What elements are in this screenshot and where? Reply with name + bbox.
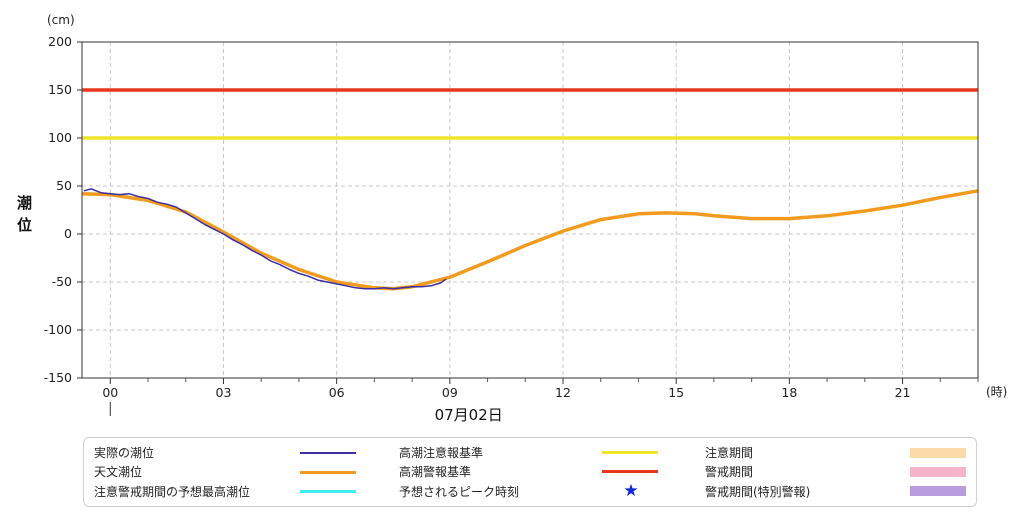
date-label: 07月02日 [435, 406, 503, 424]
legend-swatch-warning-period [910, 467, 966, 477]
legend-label-warning-period: 警戒期間 [705, 465, 754, 479]
legend-swatch-astronomical [300, 471, 356, 474]
y-tick-label: 0 [64, 226, 72, 241]
legend-swatch-special-warning-period [910, 486, 966, 496]
y-tick-label: -100 [44, 322, 72, 337]
x-tick-label: 03 [216, 385, 232, 400]
legend-swatch-forecast-max [300, 490, 356, 493]
legend-label-warning-threshold: 高潮警報基準 [399, 465, 472, 479]
y-tick-label: 200 [48, 34, 72, 49]
y-ticks: 200 150 100 50 0 -50 -100 -150 [44, 34, 82, 385]
y-tick-label: 50 [56, 178, 72, 193]
legend-swatch-advisory-threshold [602, 451, 658, 454]
x-tick-label: 15 [668, 385, 684, 400]
tide-chart: 200 150 100 50 0 -50 -100 -150 00 03 06 09 12 15 18 21… [17, 13, 1007, 424]
x-tick-label: 09 [442, 385, 458, 400]
y-axis-title-line-2: 位 [17, 216, 32, 234]
legend: 実際の潮位 高潮注意報基準 注意期間 天文潮位 高潮警報基準 警戒期間 注意警戒… [83, 437, 977, 507]
x-tick-label: 00 [102, 385, 118, 400]
y-unit-label: (cm) [47, 13, 75, 27]
x-tick-label: 21 [895, 385, 911, 400]
legend-swatch-warning-threshold [602, 470, 658, 473]
legend-swatch-advisory-period [910, 448, 966, 458]
legend-label-advisory-period: 注意期間 [705, 446, 754, 460]
threshold-lines [82, 88, 978, 140]
star-icon: ★ [623, 481, 639, 501]
series-line [81, 189, 979, 291]
legend-label-forecast-max: 注意警戒期間の予想最高潮位 [94, 485, 251, 499]
y-tick-label: 100 [48, 130, 72, 145]
legend-label-advisory-threshold: 高潮注意報基準 [399, 446, 484, 460]
legend-label-astronomical: 天文潮位 [94, 465, 143, 479]
grid [82, 42, 978, 378]
x-tick-label: 18 [781, 385, 797, 400]
y-axis-title-line-1: 潮 [17, 194, 32, 212]
x-tick-label: 12 [555, 385, 571, 400]
plot-frame [81, 41, 979, 379]
y-tick-label: 150 [48, 82, 72, 97]
x-tick-label: 06 [329, 385, 345, 400]
legend-swatch-observed [300, 452, 356, 454]
x-unit-label: (時) [986, 385, 1007, 399]
series-lines [81, 188, 979, 291]
series-line [83, 188, 447, 290]
y-tick-label: -50 [52, 274, 72, 289]
legend-label-special-warning-period: 警戒期間(特別警報) [705, 485, 811, 499]
legend-label-peak-time: 予想されるピーク時刻 [399, 485, 520, 499]
x-ticks: 00 03 06 09 12 15 18 21 [102, 378, 979, 400]
legend-label-observed: 実際の潮位 [94, 446, 155, 460]
y-tick-label: -150 [44, 370, 72, 385]
